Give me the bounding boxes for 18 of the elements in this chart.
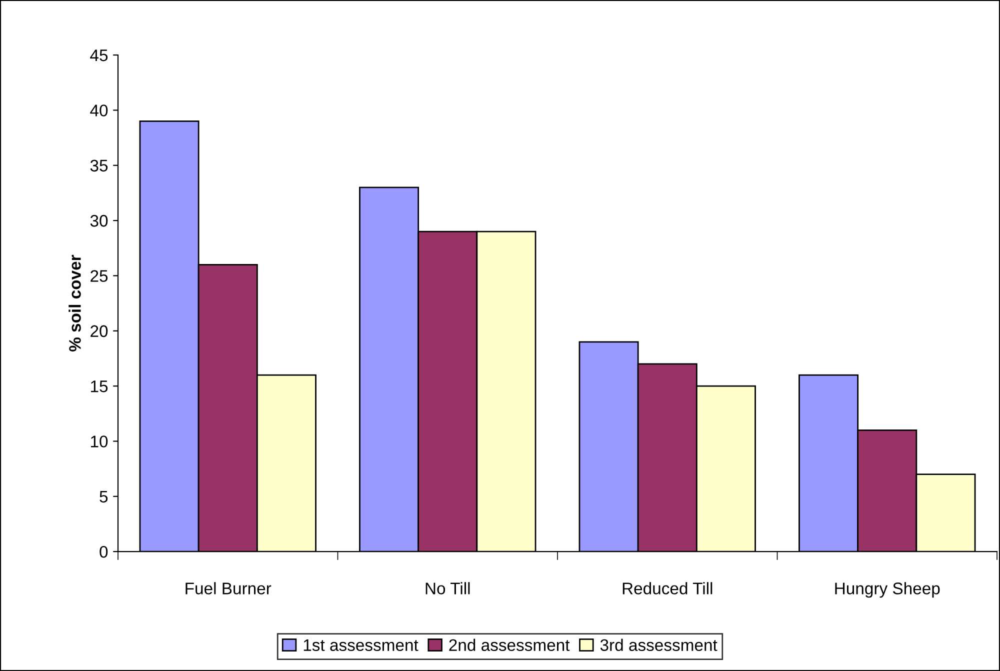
- y-axis-title: % soil cover: [68, 254, 81, 352]
- y-tick-label: 40: [90, 104, 108, 116]
- y-tick-label: 45: [90, 50, 108, 62]
- legend-label: 1st assessment: [304, 639, 418, 652]
- y-tick-label: 25: [90, 270, 108, 282]
- y-tick-label: 5: [100, 490, 108, 503]
- x-tick-label: No Till: [426, 582, 470, 594]
- legend-label: 2nd assessment: [449, 638, 570, 652]
- legend-label: 3rd assessment: [600, 638, 718, 652]
- y-tick-label: 0: [100, 546, 108, 558]
- y-tick-label: 30: [90, 214, 108, 227]
- x-tick-label: Fuel Burner: [186, 582, 272, 594]
- y-tick-label: 20: [90, 325, 108, 338]
- y-tick-label: 10: [91, 436, 108, 448]
- x-tick-label: Reduced Till: [622, 582, 712, 594]
- y-tick-label: 15: [91, 380, 108, 392]
- y-tick-label: 35: [90, 160, 108, 172]
- x-tick-label: Hungry Sheep: [835, 582, 940, 598]
